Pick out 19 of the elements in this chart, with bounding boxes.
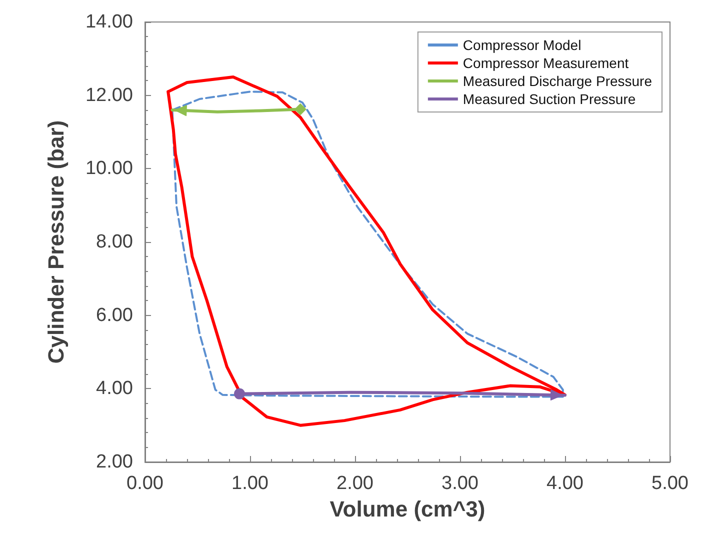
y-tick-label: 14.00	[85, 12, 133, 32]
y-tick-label: 4.00	[96, 378, 133, 400]
x-tick-label: 0.00	[126, 473, 164, 494]
x-tick-label: 2.00	[336, 473, 374, 494]
x-axis-title: Volume (cm^3)	[330, 496, 486, 522]
x-tick-label: 1.00	[232, 473, 268, 494]
x-tick-label: 3.00	[442, 473, 478, 494]
y-tick-label: 6.00	[96, 304, 133, 326]
legend-label: Measured Discharge Pressure	[462, 73, 652, 89]
legend-label: Measured Suction Pressure	[462, 91, 636, 107]
y-tick-label: 12.00	[85, 84, 133, 106]
x-tick-label: 5.00	[652, 473, 688, 494]
y-axis-title: Cylinder Pressure (bar)	[44, 120, 68, 364]
x-tick-label: 4.00	[546, 473, 584, 494]
legend-label: Compressor Model	[462, 37, 582, 53]
y-tick-label: 10.00	[85, 158, 133, 180]
y-tick-label: 8.00	[96, 232, 133, 252]
y-tick-label: 2.00	[96, 452, 133, 472]
legend-label: Compressor Measurement	[462, 55, 629, 71]
